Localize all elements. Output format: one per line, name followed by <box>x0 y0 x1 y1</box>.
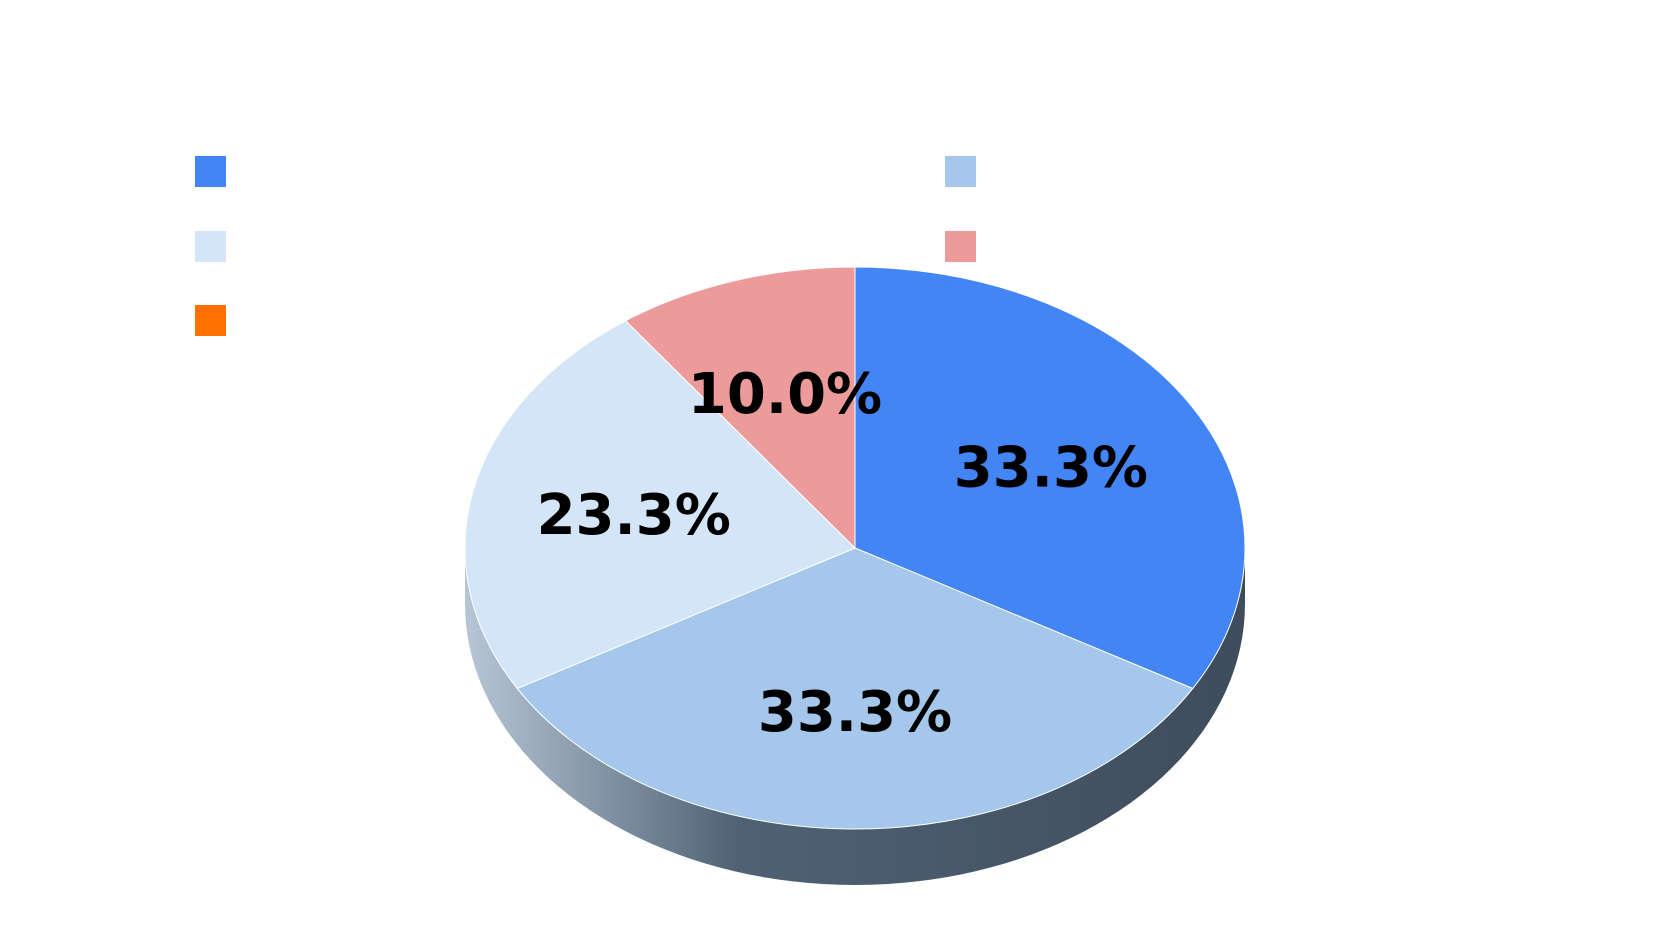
legend-swatch-4 <box>945 231 976 262</box>
pie-slice-2-label: 33.3% <box>758 680 952 745</box>
pie-slice-1-label: 33.3% <box>954 436 1148 501</box>
pie-slice-3 <box>464 320 856 690</box>
pie-side-rim <box>465 548 1245 885</box>
pie-slice-4-label: 10.0% <box>688 362 882 427</box>
legend-swatch-3 <box>195 231 226 262</box>
legend-swatch-5 <box>195 305 226 336</box>
pie-slice-4 <box>624 266 856 550</box>
pie-labels-group: 33.3% 33.3% 23.3% 10.0% <box>537 362 1148 745</box>
legend-swatch-2 <box>945 156 976 187</box>
pie-slice-1 <box>854 266 1246 690</box>
pie-slice-3-label: 23.3% <box>537 483 731 548</box>
legend-swatch-1 <box>195 156 226 187</box>
pie-slice-2 <box>516 547 1194 830</box>
pie-slices-group <box>464 266 1246 830</box>
pie-side-group <box>465 548 1245 885</box>
